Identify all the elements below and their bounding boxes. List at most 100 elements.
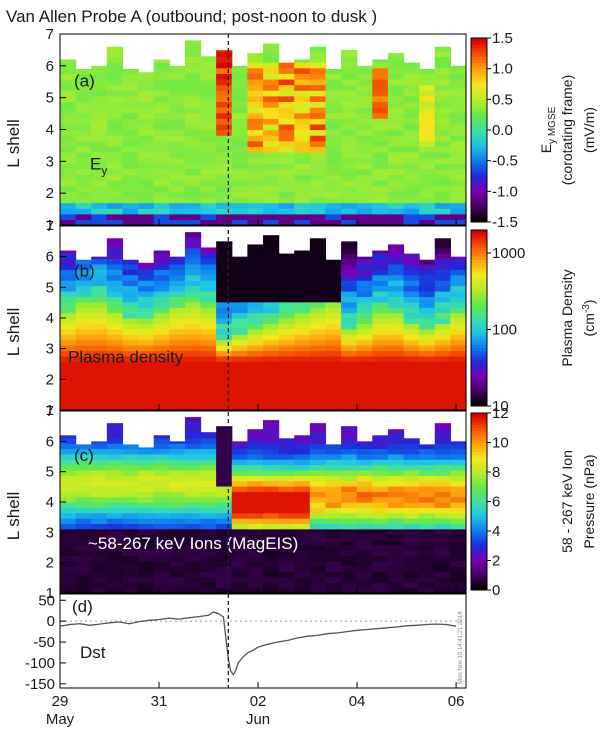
heatmap-cell	[263, 534, 280, 541]
heatmap-cell	[184, 512, 202, 519]
heatmap-cell	[450, 404, 467, 411]
heatmap-cell	[356, 388, 373, 395]
heatmap-cell	[294, 388, 311, 395]
heatmap-cell	[106, 345, 124, 352]
heatmap-cell	[60, 555, 77, 562]
heatmap-cell	[91, 256, 108, 260]
heatmap-cell	[419, 78, 436, 86]
heatmap-cell	[216, 180, 233, 187]
heatmap-cell	[434, 512, 451, 519]
heatmap-cell	[450, 290, 467, 297]
heatmap-cell	[184, 163, 202, 170]
heatmap-cell	[294, 377, 311, 384]
heatmap-cell	[387, 247, 405, 254]
colorbar-segment	[471, 451, 487, 455]
colorbar-segment	[471, 230, 487, 234]
heatmap-cell	[169, 90, 186, 97]
heatmap-cell	[169, 345, 186, 352]
heatmap-cell	[200, 62, 217, 69]
heatmap-cell	[60, 345, 77, 352]
heatmap-cell	[341, 475, 358, 482]
heatmap-cell	[122, 168, 139, 176]
heatmap-cell	[294, 62, 311, 69]
heatmap-cell	[294, 301, 311, 308]
heatmap-cell	[294, 258, 311, 265]
heatmap-cell	[341, 163, 358, 170]
heatmap-cell	[75, 263, 92, 270]
heatmap-cell	[184, 507, 202, 514]
heatmap-cell	[403, 78, 420, 86]
heatmap-cell	[91, 502, 108, 508]
heatmap-cell	[419, 448, 436, 455]
heatmap-cell	[356, 163, 373, 170]
heatmap-cell	[153, 78, 170, 86]
heatmap-cell	[247, 157, 264, 164]
heatmap-cell	[153, 534, 170, 541]
colorbar-segment	[471, 215, 487, 220]
heatmap-cell	[387, 73, 405, 80]
heatmap-cell	[341, 485, 358, 492]
heatmap-cell	[138, 280, 155, 287]
heatmap-cell	[91, 491, 108, 498]
heatmap-cell	[122, 129, 139, 136]
heatmap-cell	[153, 587, 170, 594]
heatmap-cell	[387, 84, 405, 91]
heatmap-cell	[75, 523, 92, 530]
heatmap-cell	[278, 534, 295, 541]
colorbar-segment	[471, 320, 487, 325]
heatmap-cell	[450, 219, 467, 226]
heatmap-cell	[356, 118, 373, 125]
heatmap-cell	[356, 202, 373, 209]
heatmap-cell	[356, 393, 373, 400]
colorbar-segment	[471, 44, 487, 48]
heatmap-cell	[294, 157, 311, 164]
heatmap-cell	[325, 168, 342, 176]
heatmap-cell	[169, 185, 186, 192]
heatmap-cell	[263, 328, 280, 335]
heatmap-cell	[387, 253, 405, 260]
heatmap-cell	[60, 587, 77, 594]
heatmap-cell	[341, 496, 358, 503]
heatmap-cell	[122, 328, 139, 335]
heatmap-cell	[200, 202, 217, 209]
heatmap-cell	[91, 550, 108, 557]
heatmap-cell	[247, 571, 264, 578]
heatmap-cell	[138, 355, 155, 362]
heatmap-cell	[91, 219, 108, 226]
heatmap-cell	[309, 507, 327, 514]
heatmap-cell	[263, 432, 280, 439]
heatmap-cell	[372, 290, 389, 297]
heatmap-cell	[184, 185, 202, 192]
heatmap-cell	[231, 443, 248, 450]
heatmap-cell	[356, 399, 373, 406]
heatmap-cell	[153, 95, 170, 103]
heatmap-cell	[450, 168, 467, 176]
heatmap-cell	[325, 393, 342, 400]
heatmap-cell	[60, 350, 77, 357]
heatmap-cell	[184, 280, 202, 287]
heatmap-cell	[247, 429, 264, 434]
heatmap-cell	[231, 307, 248, 314]
heatmap-cell	[60, 157, 77, 164]
heatmap-cell	[75, 485, 92, 492]
heatmap-cell	[153, 502, 170, 508]
heatmap-cell	[122, 377, 139, 384]
heatmap-cell	[356, 550, 373, 557]
heatmap-cell	[309, 345, 327, 352]
heatmap-cell	[325, 469, 342, 476]
heatmap-cell	[216, 350, 233, 357]
heatmap-cell	[247, 285, 264, 292]
colorbar-segment	[471, 460, 487, 464]
heatmap-cell	[450, 339, 467, 346]
heatmap-cell	[200, 512, 217, 519]
heatmap-cell	[434, 174, 451, 181]
heatmap-cell	[403, 512, 420, 519]
heatmap-cell	[278, 496, 295, 503]
heatmap-cell	[138, 560, 155, 567]
heatmap-cell	[434, 208, 451, 215]
heatmap-cell	[325, 448, 342, 455]
heatmap-cell	[387, 361, 405, 368]
heatmap-cell	[184, 576, 202, 583]
heatmap-cell	[153, 174, 170, 181]
heatmap-cell	[278, 285, 295, 292]
